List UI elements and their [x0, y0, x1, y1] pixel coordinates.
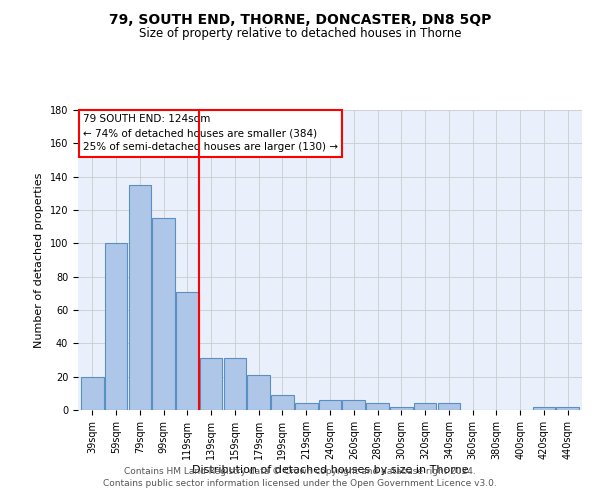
- Bar: [390, 406, 413, 410]
- X-axis label: Distribution of detached houses by size in Thorne: Distribution of detached houses by size …: [191, 464, 469, 474]
- Bar: [437, 404, 460, 410]
- Bar: [152, 218, 175, 410]
- Bar: [556, 406, 579, 410]
- Bar: [105, 244, 127, 410]
- Bar: [343, 400, 365, 410]
- Text: Contains HM Land Registry data © Crown copyright and database right 2024.
Contai: Contains HM Land Registry data © Crown c…: [103, 466, 497, 487]
- Text: 79 SOUTH END: 124sqm
← 74% of detached houses are smaller (384)
25% of semi-deta: 79 SOUTH END: 124sqm ← 74% of detached h…: [83, 114, 338, 152]
- Text: Size of property relative to detached houses in Thorne: Size of property relative to detached ho…: [139, 28, 461, 40]
- Text: 79, SOUTH END, THORNE, DONCASTER, DN8 5QP: 79, SOUTH END, THORNE, DONCASTER, DN8 5Q…: [109, 12, 491, 26]
- Bar: [295, 404, 317, 410]
- Bar: [319, 400, 341, 410]
- Y-axis label: Number of detached properties: Number of detached properties: [34, 172, 44, 348]
- Bar: [247, 375, 270, 410]
- Bar: [271, 395, 294, 410]
- Bar: [176, 292, 199, 410]
- Bar: [366, 404, 389, 410]
- Bar: [200, 358, 223, 410]
- Bar: [414, 404, 436, 410]
- Bar: [81, 376, 104, 410]
- Bar: [128, 185, 151, 410]
- Bar: [533, 406, 555, 410]
- Bar: [224, 358, 246, 410]
